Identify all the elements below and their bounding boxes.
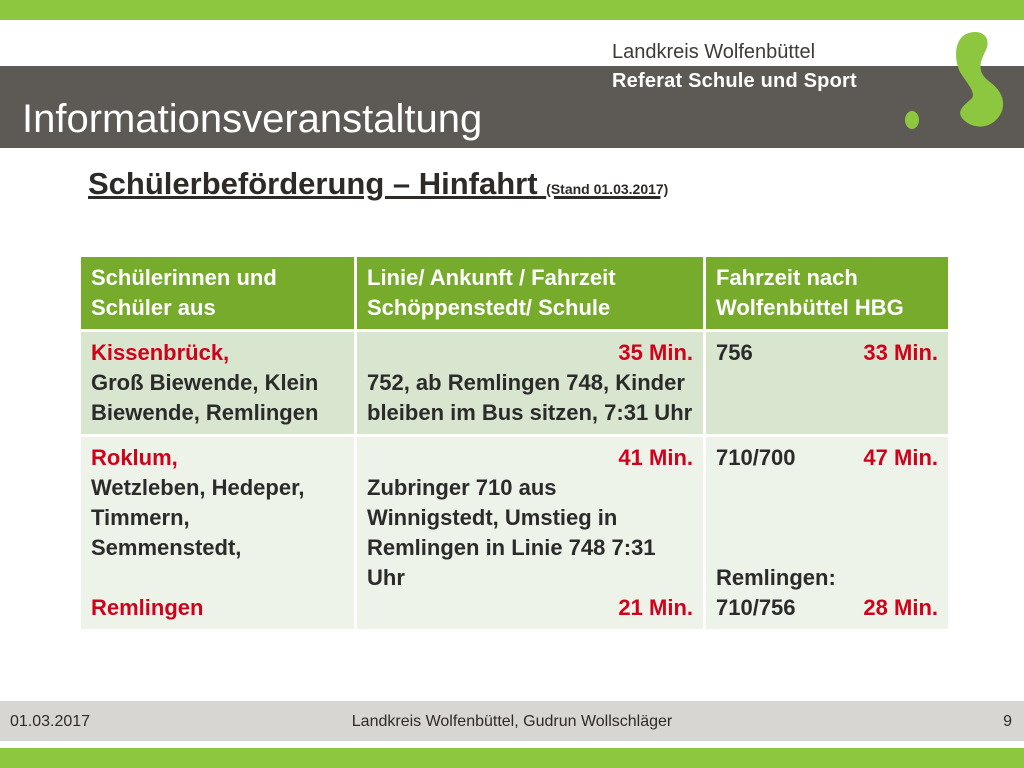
origin-primary: Roklum, [91,445,178,470]
subtitle-main: Schülerbeförderung – Hinfahrt [88,166,538,201]
subtitle-stand-date: (Stand 01.03.2017) [546,181,669,197]
slide-subtitle: Schülerbeförderung – Hinfahrt (Stand 01.… [88,166,668,202]
line-duration-secondary: 21 Min. [618,595,693,620]
hbg-extra-label: Remlingen: [716,565,836,590]
header-origin: Schülerinnen und Schüler aus [81,257,354,329]
page-title: Informationsveranstaltung [22,97,483,141]
line-duration: 41 Min. [618,445,693,470]
line-cell: 41 Min. Zubringer 710 aus Winnigstedt, U… [357,437,703,629]
table-row: Kissenbrück, Groß Biewende, Klein Biewen… [81,332,948,434]
hbg-extra-line: 710/756 [716,595,796,620]
origin-cell: Kissenbrück, Groß Biewende, Klein Biewen… [81,332,354,434]
header-travel-time-hbg: Fahrzeit nach Wolfenbüttel HBG [706,257,948,329]
hbg-extra-row: 710/756 28 Min. [716,593,938,623]
bottom-accent-bar [0,748,1024,768]
hbg-line: 710/700 [716,445,796,470]
hbg-row: 756 33 Min. [716,338,938,368]
origin-cell: Roklum, Wetzleben, Hedeper, Timmern, Sem… [81,437,354,629]
line-cell: 35 Min. 752, ab Remlingen 748, Kinder bl… [357,332,703,434]
hbg-duration: 33 Min. [863,340,938,365]
footer-bar: Landkreis Wolfenbüttel, Gudrun Wollschlä… [0,701,1024,741]
transport-table: Schülerinnen und Schüler aus Linie/ Anku… [78,254,951,632]
header-line-arrival: Linie/ Ankunft / Fahrzeit Schöppenstedt/… [357,257,703,329]
district-logo-icon [905,31,1004,129]
origin-secondary: Wetzleben, Hedeper, Timmern, Semmenstedt… [91,475,305,560]
top-accent-bar [0,0,1024,20]
hbg-extra-duration: 28 Min. [863,595,938,620]
hbg-cell: 710/700 47 Min. Remlingen: 710/756 28 Mi… [706,437,948,629]
organization-name: Landkreis Wolfenbüttel [612,41,816,63]
table-header-row: Schülerinnen und Schüler aus Linie/ Anku… [81,257,948,329]
origin-secondary: Groß Biewende, Klein Biewende, Remlingen [91,370,319,425]
hbg-cell: 756 33 Min. [706,332,948,434]
header-band [0,66,1024,148]
line-duration: 35 Min. [618,340,693,365]
line-text: Zubringer 710 aus Winnigstedt, Umstieg i… [367,475,656,590]
origin-extra: Remlingen [91,595,204,620]
footer-author: Landkreis Wolfenbüttel, Gudrun Wollschlä… [351,713,673,730]
origin-primary: Kissenbrück, [91,340,230,365]
hbg-line: 756 [716,340,753,365]
hbg-row: 710/700 47 Min. [716,443,938,473]
hbg-duration: 47 Min. [863,445,938,470]
department-name: Referat Schule und Sport [612,70,857,92]
page-number: 9 [1003,713,1012,730]
line-text: 752, ab Remlingen 748, Kinder bleiben im… [367,370,693,425]
footer-date: 01.03.2017 [10,713,91,730]
table-row: Roklum, Wetzleben, Hedeper, Timmern, Sem… [81,437,948,629]
